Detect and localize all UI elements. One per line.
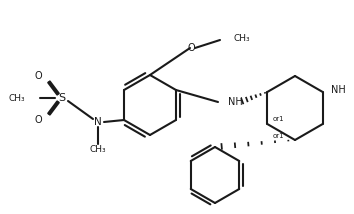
Text: NH: NH	[331, 85, 346, 95]
Text: CH₃: CH₃	[90, 146, 106, 155]
Text: O: O	[34, 115, 42, 125]
Text: N: N	[94, 117, 102, 127]
Text: S: S	[58, 93, 65, 103]
Text: or1: or1	[272, 133, 284, 139]
Text: NH: NH	[228, 97, 243, 107]
Text: or1: or1	[272, 116, 284, 122]
Text: O: O	[187, 43, 195, 53]
Text: CH₃: CH₃	[8, 94, 25, 103]
Text: O: O	[34, 71, 42, 81]
Text: CH₃: CH₃	[234, 34, 251, 43]
